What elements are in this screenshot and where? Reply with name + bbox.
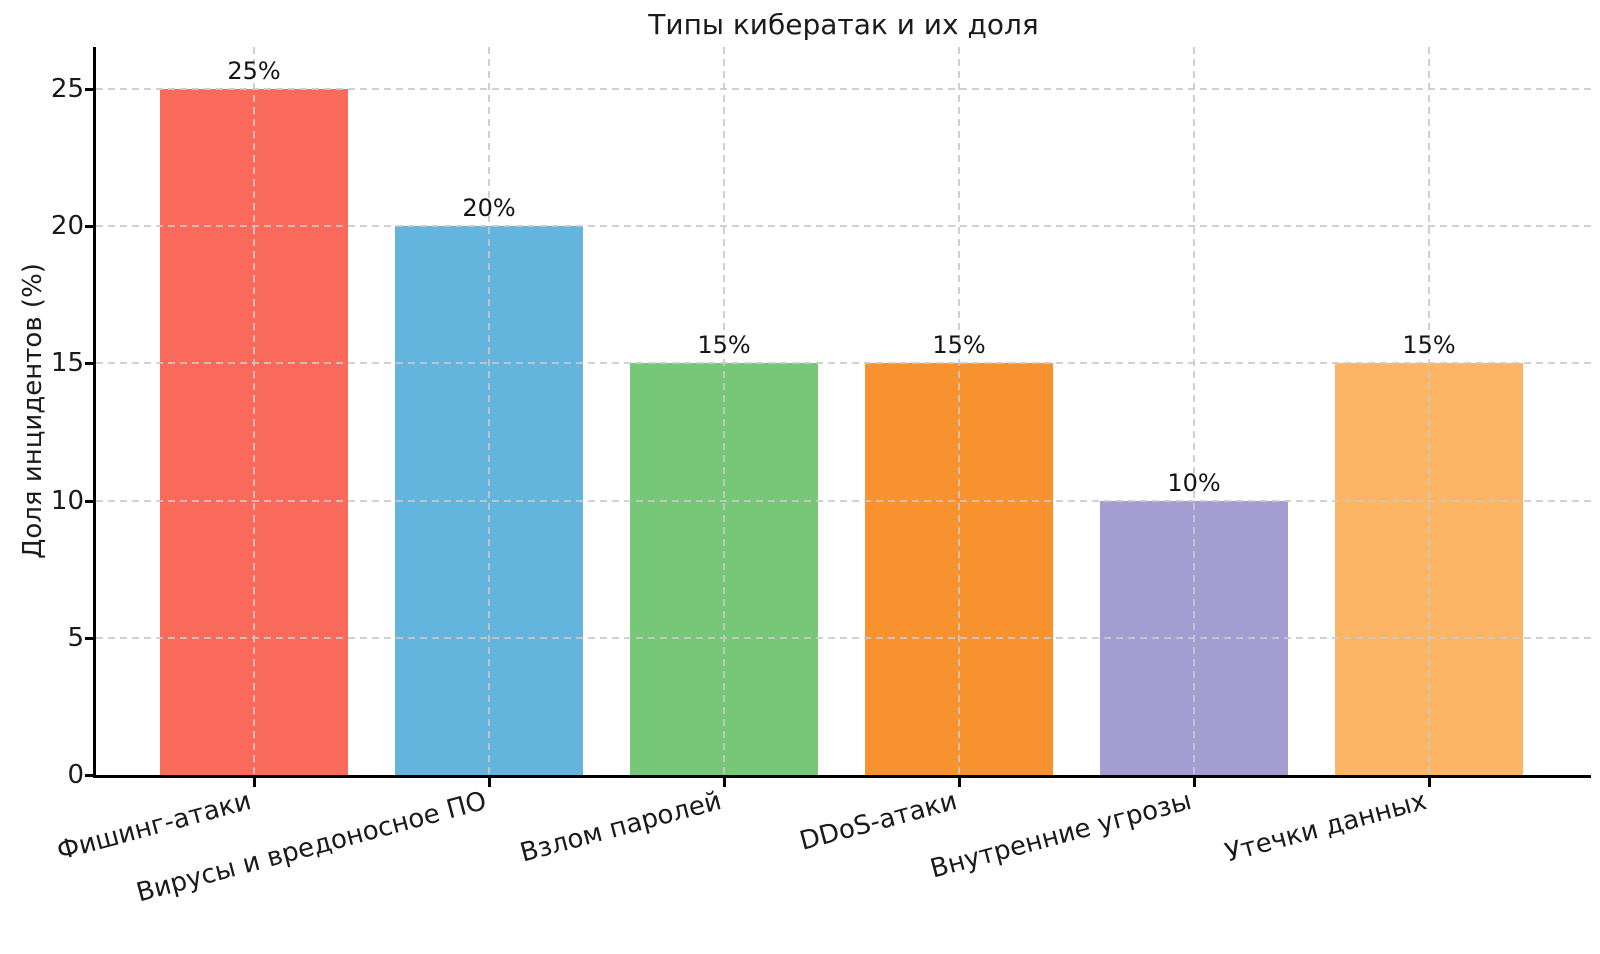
- x-gridline: [958, 47, 960, 775]
- y-tick-label: 15: [50, 348, 84, 379]
- bar-value-label: 15%: [932, 331, 986, 360]
- y-tick-label: 5: [67, 622, 84, 653]
- y-tick-mark: [85, 225, 96, 229]
- y-gridline: [96, 88, 1591, 90]
- x-tick-mark: [722, 778, 726, 787]
- y-axis-spine: [93, 47, 96, 778]
- x-gridline: [723, 47, 725, 775]
- x-gridline: [488, 47, 490, 775]
- y-gridline: [96, 225, 1591, 228]
- y-tick-mark: [85, 362, 96, 366]
- x-tick-mark: [1427, 778, 1431, 787]
- y-gridline: [96, 362, 1591, 365]
- x-tick-mark: [252, 778, 256, 787]
- x-tick-label: Внутренние угрозы: [927, 786, 1195, 885]
- x-tick-label: Утечки данных: [1222, 786, 1430, 869]
- x-gridline: [1193, 47, 1195, 775]
- x-gridline: [1428, 47, 1430, 775]
- y-gridline: [96, 636, 1591, 639]
- bar-value-label: 20%: [462, 194, 516, 223]
- y-tick-mark: [85, 88, 96, 91]
- y-tick-label: 25: [50, 74, 84, 104]
- x-tick-mark: [957, 778, 961, 787]
- y-tick-label: 10: [50, 485, 84, 516]
- bar-value-label: 10%: [1167, 468, 1221, 497]
- bar-value-label: 15%: [1402, 331, 1456, 360]
- bar-value-label: 15%: [697, 331, 751, 360]
- chart-title: Типы кибератак и их доля: [648, 8, 1039, 41]
- x-tick-label: DDoS-атаки: [796, 786, 960, 857]
- x-tick-label: Взлом паролей: [517, 786, 725, 869]
- y-gridline: [96, 499, 1591, 502]
- y-tick-mark: [85, 774, 96, 777]
- y-axis-label: Доля инцидентов (%): [18, 263, 48, 559]
- x-tick-mark: [1192, 778, 1196, 787]
- y-tick-mark: [85, 636, 96, 640]
- y-tick-label: 20: [50, 211, 84, 242]
- x-gridline: [253, 47, 255, 775]
- y-tick-mark: [85, 499, 96, 503]
- x-axis-spine: [93, 775, 1591, 778]
- y-tick-label: 0: [67, 760, 84, 790]
- bar-value-label: 25%: [227, 57, 281, 85]
- x-tick-mark: [487, 778, 491, 787]
